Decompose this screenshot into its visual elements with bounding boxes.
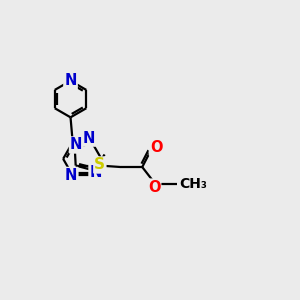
Text: N: N <box>70 137 83 152</box>
Text: N: N <box>83 130 95 146</box>
Text: S: S <box>94 158 105 172</box>
Text: O: O <box>150 140 162 155</box>
Text: N: N <box>89 164 102 179</box>
Text: CH₃: CH₃ <box>179 177 207 191</box>
Text: O: O <box>148 180 160 195</box>
Text: N: N <box>65 168 77 183</box>
Text: N: N <box>64 73 77 88</box>
